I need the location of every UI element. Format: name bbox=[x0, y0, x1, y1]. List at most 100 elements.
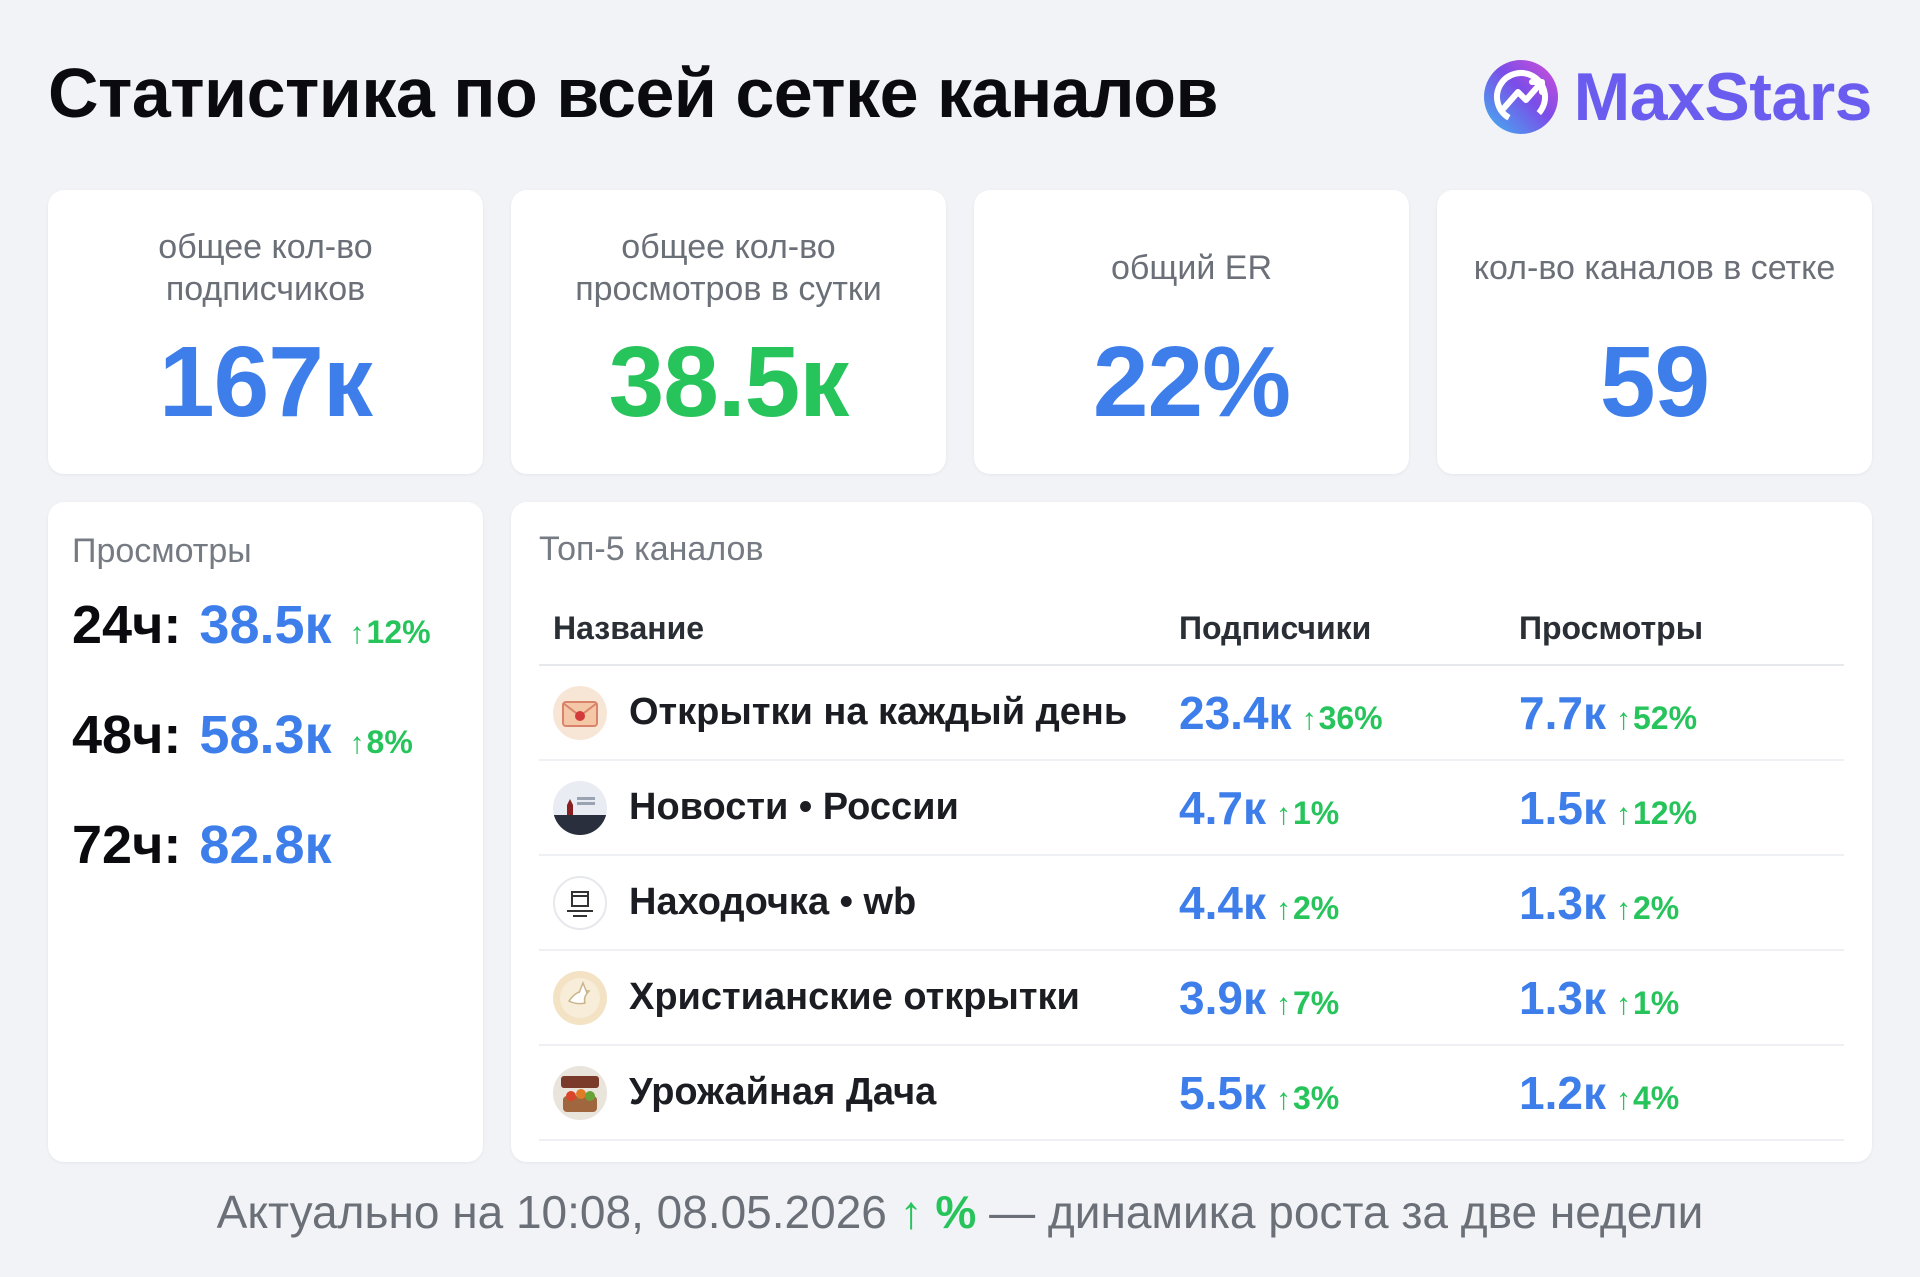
delta-value: 12% bbox=[1632, 794, 1698, 831]
delta-value: 12% bbox=[366, 614, 431, 650]
growth-delta: ↑ 1% bbox=[1276, 795, 1339, 832]
table-header: Название Подписчики Просмотры bbox=[539, 592, 1844, 666]
channel-name-cell: Урожайная Дача bbox=[539, 1065, 1179, 1120]
footer-growth-legend: ↑ % bbox=[899, 1186, 977, 1238]
stat-card-channel-count: кол-во каналов в сетке 59 bbox=[1437, 190, 1872, 474]
delta-value: 2% bbox=[1292, 889, 1340, 926]
views-cell: 1.3к ↑ 2% bbox=[1519, 876, 1844, 930]
channel-name: Новости • России bbox=[629, 786, 959, 828]
views-value: 1.3к bbox=[1519, 971, 1606, 1024]
arrow-up-icon: ↑ bbox=[1275, 1082, 1291, 1116]
views-row-24h: 24ч: 38.5к ↑ 12% bbox=[72, 594, 431, 656]
footer-timestamp: Актуально на 10:08, 08.05.2026 bbox=[216, 1186, 887, 1238]
views-cell: 1.2к ↑ 4% bbox=[1519, 1066, 1844, 1120]
arrow-up-icon: ↑ bbox=[1615, 797, 1631, 831]
table-row[interactable]: Урожайная Дача 5.5к ↑ 3% 1.2к ↑ 4% bbox=[539, 1046, 1844, 1141]
arrow-up-icon: ↑ bbox=[1615, 1082, 1631, 1116]
views-period: 24ч: bbox=[72, 595, 182, 655]
stat-label: общий ER bbox=[1110, 248, 1273, 287]
brand-logo: MaxStars bbox=[1482, 58, 1873, 136]
stat-label: кол-во каналов в сетке bbox=[1473, 248, 1836, 287]
footer-note: Актуально на 10:08, 08.05.2026 ↑ % — дин… bbox=[0, 1185, 1920, 1239]
brand-name: MaxStars bbox=[1573, 59, 1873, 135]
channel-name: Открытки на каждый день bbox=[629, 691, 1128, 733]
column-header-subscribers: Подписчики bbox=[1179, 609, 1372, 646]
views-value: 1.2к bbox=[1519, 1066, 1606, 1119]
growth-delta: ↑ 1% bbox=[1616, 985, 1679, 1022]
delta-value: 7% bbox=[1292, 984, 1340, 1021]
channel-name-cell: Открытки на каждый день bbox=[539, 685, 1179, 740]
table-row[interactable]: Христианские открытки 3.9к ↑ 7% 1.3к ↑ 1% bbox=[539, 951, 1844, 1046]
arrow-up-icon: ↑ bbox=[1275, 892, 1291, 926]
growth-delta: ↑ 2% bbox=[1276, 890, 1339, 927]
box-icon bbox=[553, 875, 607, 930]
top-channels-table: Название Подписчики Просмотры Открытки н… bbox=[539, 592, 1844, 1141]
column-header-name: Название bbox=[553, 609, 705, 646]
subscribers-cell: 23.4к ↑ 36% bbox=[1179, 686, 1519, 740]
stat-value: 38.5к bbox=[608, 326, 850, 438]
dove-icon bbox=[553, 970, 607, 1025]
harvest-icon bbox=[553, 1065, 607, 1120]
delta-value: 36% bbox=[1318, 699, 1383, 736]
views-value: 7.7к bbox=[1519, 686, 1606, 739]
views-value: 82.8к bbox=[199, 815, 332, 875]
channel-name-cell: Новости • России bbox=[539, 780, 1179, 835]
envelope-icon bbox=[553, 685, 607, 740]
arrow-up-icon: ↑ bbox=[1615, 987, 1631, 1021]
stat-card-er: общий ER 22% bbox=[974, 190, 1409, 474]
views-title: Просмотры bbox=[72, 532, 252, 570]
views-cell: 7.7к ↑ 52% bbox=[1519, 686, 1844, 740]
stat-label: общее кол-во подписчиков bbox=[158, 227, 373, 309]
growth-delta: ↑ 7% bbox=[1276, 985, 1339, 1022]
subscribers-value: 23.4к bbox=[1179, 686, 1292, 739]
maxstars-logo-icon bbox=[1483, 60, 1558, 134]
subscribers-cell: 3.9к ↑ 7% bbox=[1179, 971, 1519, 1025]
stat-label: общее кол-во просмотров в сутки bbox=[575, 227, 882, 309]
table-row[interactable]: Находочка • wb 4.4к ↑ 2% 1.3к ↑ 2% bbox=[539, 856, 1844, 951]
growth-delta: ↑ 2% bbox=[1616, 890, 1679, 927]
page-title: Статистика по всей сетке каналов bbox=[48, 54, 1219, 132]
stat-value: 167к bbox=[159, 326, 373, 438]
arrow-up-icon: ↑ bbox=[349, 617, 365, 650]
subscribers-value: 3.9к bbox=[1179, 971, 1266, 1024]
growth-delta: ↑ 8% bbox=[350, 724, 413, 761]
views-value: 38.5к bbox=[199, 595, 332, 655]
delta-value: 1% bbox=[1292, 794, 1340, 831]
delta-value: 4% bbox=[1632, 1079, 1680, 1116]
views-value: 58.3к bbox=[199, 705, 332, 765]
views-row-48h: 48ч: 58.3к ↑ 8% bbox=[72, 704, 413, 766]
stat-card-subscribers: общее кол-во подписчиков 167к bbox=[48, 190, 483, 474]
subscribers-cell: 4.7к ↑ 1% bbox=[1179, 781, 1519, 835]
subscribers-value: 5.5к bbox=[1179, 1066, 1266, 1119]
growth-delta: ↑ 12% bbox=[350, 614, 431, 651]
arrow-up-icon: ↑ bbox=[1615, 892, 1631, 926]
arrow-up-icon: ↑ bbox=[1275, 987, 1291, 1021]
stat-value: 59 bbox=[1599, 326, 1710, 438]
delta-value: 1% bbox=[1632, 984, 1680, 1021]
views-period: 48ч: bbox=[72, 705, 182, 765]
footer-explanation: — динамика роста за две недели bbox=[989, 1186, 1704, 1238]
growth-delta: ↑ 3% bbox=[1276, 1080, 1339, 1117]
channel-name: Христианские открытки bbox=[629, 976, 1080, 1018]
subscribers-cell: 4.4к ↑ 2% bbox=[1179, 876, 1519, 930]
channel-name: Находочка • wb bbox=[629, 881, 917, 923]
arrow-up-icon: ↑ bbox=[1615, 702, 1631, 736]
column-header-views: Просмотры bbox=[1519, 609, 1704, 646]
kremlin-icon bbox=[553, 780, 607, 835]
delta-value: 2% bbox=[1632, 889, 1680, 926]
views-value: 1.5к bbox=[1519, 781, 1606, 834]
delta-value: 8% bbox=[366, 724, 413, 760]
table-row[interactable]: Открытки на каждый день 23.4к ↑ 36% 7.7к … bbox=[539, 666, 1844, 761]
growth-delta: ↑ 52% bbox=[1616, 700, 1697, 737]
stat-value: 22% bbox=[1092, 326, 1291, 438]
views-period: 72ч: bbox=[72, 815, 182, 875]
channel-name-cell: Находочка • wb bbox=[539, 875, 1179, 930]
top-channels-title: Топ-5 каналов bbox=[539, 530, 764, 568]
subscribers-value: 4.4к bbox=[1179, 876, 1266, 929]
channel-name-cell: Христианские открытки bbox=[539, 970, 1179, 1025]
views-cell: 1.3к ↑ 1% bbox=[1519, 971, 1844, 1025]
views-card: Просмотры 24ч: 38.5к ↑ 12% 48ч: 58.3к ↑ 8%… bbox=[48, 502, 483, 1162]
table-row[interactable]: Новости • России 4.7к ↑ 1% 1.5к ↑ 12% bbox=[539, 761, 1844, 856]
growth-delta: ↑ 4% bbox=[1616, 1080, 1679, 1117]
